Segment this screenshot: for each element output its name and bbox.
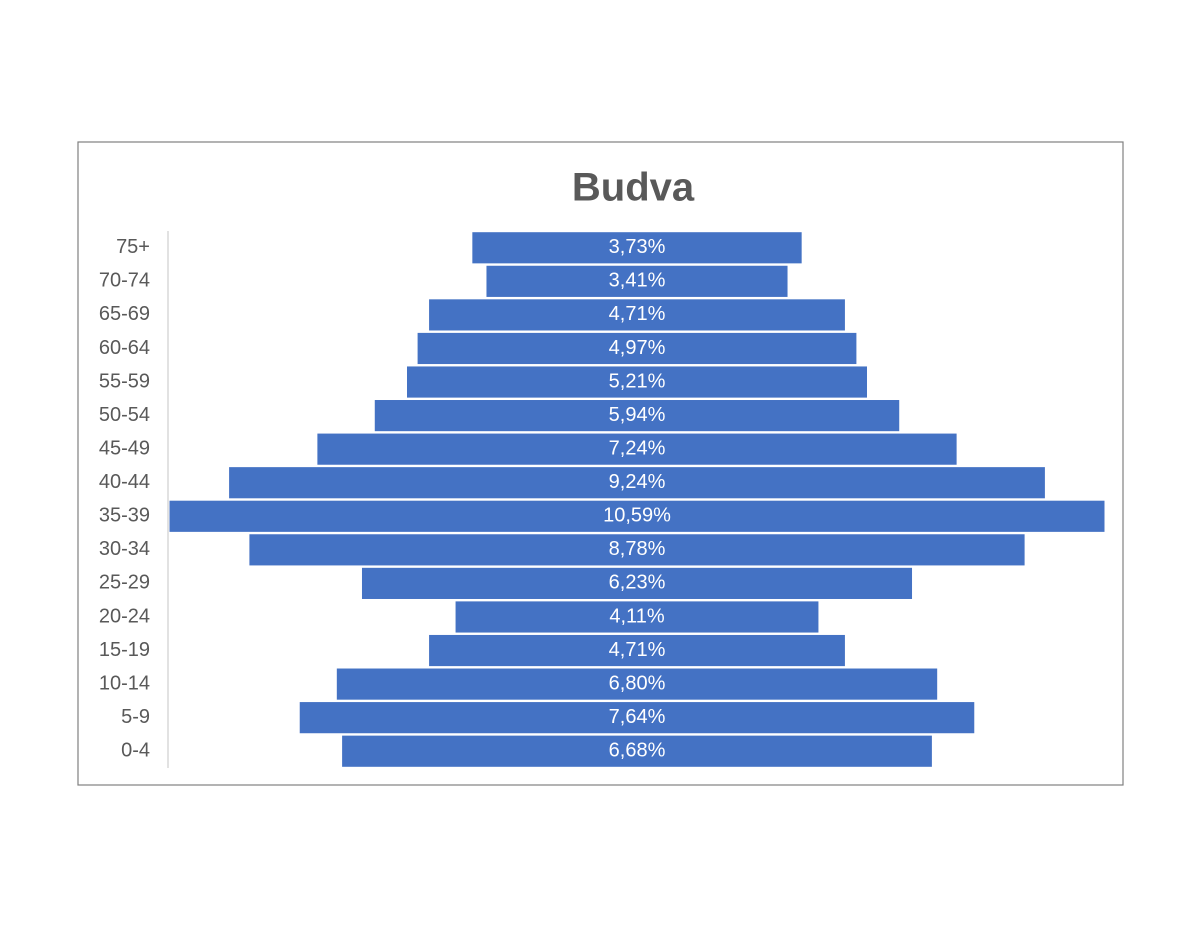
bar [472,232,802,264]
category-label: 40-44 [99,471,150,493]
data-label: 9,24% [609,471,666,493]
category-label: 75+ [116,236,150,258]
category-label: 25-29 [99,572,150,594]
bar [429,634,845,667]
data-label: 4,97% [609,337,666,359]
bar [429,299,845,331]
chart-title: Budva [572,166,695,210]
bar [417,332,857,365]
bar [407,366,867,398]
data-label: 7,64% [609,706,666,728]
category-label: 70-74 [99,270,150,292]
data-label: 3,73% [609,236,666,258]
data-label: 6,23% [609,572,666,594]
bar [486,265,788,297]
bar [229,467,1045,499]
data-label: 8,78% [609,538,666,560]
data-label: 10,59% [603,505,671,527]
bar [317,433,957,465]
bar [342,735,932,767]
category-label: 50-54 [99,404,150,426]
data-label: 5,21% [609,370,666,392]
category-label: 55-59 [99,370,150,392]
category-label: 5-9 [121,706,150,728]
category-label: 30-34 [99,538,150,560]
bar [299,702,975,734]
bar [374,400,900,432]
category-label: 15-19 [99,639,150,661]
data-label: 7,24% [609,437,666,459]
category-label: 0-4 [121,740,150,762]
category-label: 10-14 [99,672,150,694]
bar [336,668,938,700]
data-label: 3,41% [609,270,666,292]
data-label: 4,11% [609,605,664,627]
data-label: 4,71% [609,303,666,325]
category-label: 65-69 [99,303,150,325]
bar [169,500,1105,532]
bar [455,601,819,633]
data-label: 5,94% [609,404,666,426]
category-label: 35-39 [99,505,150,527]
bar [249,534,1025,566]
category-label: 20-24 [99,605,150,627]
data-label: 6,68% [609,740,666,762]
bar [361,567,913,599]
category-label: 45-49 [99,437,150,459]
category-label: 60-64 [99,337,150,359]
data-label: 6,80% [609,672,666,694]
data-label: 4,71% [609,639,666,661]
